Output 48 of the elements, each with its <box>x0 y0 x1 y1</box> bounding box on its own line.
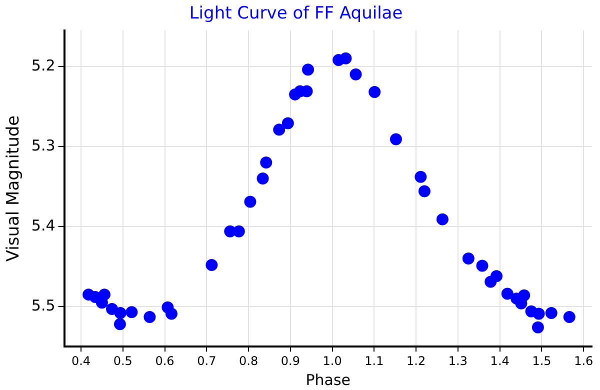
point <box>114 306 126 319</box>
point <box>545 306 558 319</box>
point <box>476 260 488 272</box>
point <box>414 170 427 183</box>
point <box>282 117 294 130</box>
point <box>114 318 126 330</box>
chart-title: Light Curve of FF Aquilae <box>189 4 403 24</box>
x-tick-label: 1.2 <box>406 354 426 368</box>
point <box>350 68 362 80</box>
point <box>244 196 256 208</box>
point <box>462 252 474 265</box>
point <box>501 288 514 300</box>
y-tick-label: 5.4 <box>31 216 56 234</box>
x-tick-label: 1.4 <box>490 354 510 368</box>
point <box>418 185 430 198</box>
x-tick-label: 0.4 <box>71 354 91 368</box>
point <box>340 52 352 64</box>
point <box>256 172 269 184</box>
point <box>368 86 381 98</box>
point <box>98 288 110 301</box>
x-tick-label: 0.6 <box>155 354 174 368</box>
point <box>126 306 138 318</box>
x-tick-label: 0.7 <box>197 354 216 368</box>
point <box>532 321 544 334</box>
point <box>563 310 576 323</box>
point <box>144 310 156 323</box>
x-tick-label: 1.0 <box>322 354 342 368</box>
point <box>490 270 503 282</box>
x-tick-label: 1.5 <box>532 354 552 368</box>
x-tick-label: 1.6 <box>574 354 594 368</box>
point <box>390 133 402 146</box>
y-axis-title: Visual Magnitude <box>4 115 24 262</box>
x-tick-label: 1.3 <box>448 354 468 368</box>
y-tick-label: 5.2 <box>31 56 56 74</box>
x-axis-title: Phase <box>306 370 351 389</box>
x-tick-label: 0.9 <box>280 354 300 368</box>
point <box>260 156 272 168</box>
point <box>436 213 448 226</box>
x-tick-label: 0.5 <box>113 354 132 368</box>
point <box>165 308 178 320</box>
point <box>532 308 545 320</box>
y-tick-label: 5.3 <box>31 136 56 154</box>
point <box>302 64 314 76</box>
x-tick-label: 1.1 <box>364 354 384 368</box>
point <box>206 258 218 271</box>
point <box>273 124 286 136</box>
y-tick-label: 5.5 <box>31 296 56 314</box>
x-tick-label: 0.8 <box>239 354 258 368</box>
